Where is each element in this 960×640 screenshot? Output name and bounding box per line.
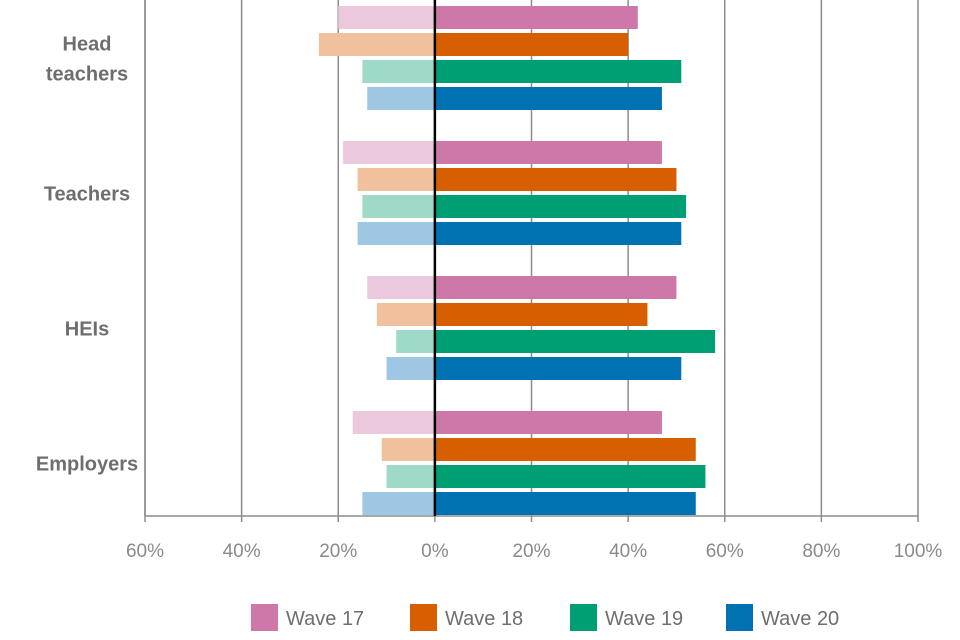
bar-negative xyxy=(362,492,435,515)
axes xyxy=(144,0,919,522)
legend-label: Wave 17 xyxy=(286,608,364,630)
bar-negative xyxy=(376,303,435,326)
x-tick-label: 40% xyxy=(223,541,261,562)
gridlines xyxy=(144,0,919,516)
bar-negative xyxy=(386,465,435,488)
x-tick-label: 20% xyxy=(319,541,357,562)
bar-positive xyxy=(434,276,677,299)
legend-swatch xyxy=(570,604,597,631)
x-tick-label: 60% xyxy=(126,541,164,562)
category-label: Employers xyxy=(36,454,138,476)
category-label: Head xyxy=(63,34,112,56)
bar-negative xyxy=(362,195,435,218)
bars xyxy=(318,6,716,515)
legend-label: Wave 20 xyxy=(761,608,839,630)
legend-label: Wave 18 xyxy=(445,608,523,630)
bar-negative xyxy=(381,438,435,461)
bar-positive xyxy=(434,141,662,164)
bar-positive xyxy=(434,222,682,245)
bar-negative xyxy=(367,276,435,299)
legend: Wave 17 Wave 18 Wave 19 Wave 20 xyxy=(251,604,839,631)
x-tick-labels: 60% 40% 20% 0% 20% 40% 60% 80% 100% xyxy=(126,541,942,562)
x-tick-label: 20% xyxy=(512,541,550,562)
bar-positive xyxy=(434,465,706,488)
bar-negative xyxy=(343,141,435,164)
bar-negative xyxy=(318,33,435,56)
bar-positive xyxy=(434,330,716,353)
bar-positive xyxy=(434,492,696,515)
bar-positive xyxy=(434,411,662,434)
bar-negative xyxy=(357,222,435,245)
bar-negative xyxy=(338,6,435,29)
bar-positive xyxy=(434,6,638,29)
bar-negative xyxy=(396,330,435,353)
x-tick-label: 40% xyxy=(609,541,647,562)
category-label: teachers xyxy=(46,64,128,86)
x-tick-label: 80% xyxy=(802,541,840,562)
legend-swatch xyxy=(251,604,278,631)
bar-positive xyxy=(434,195,687,218)
bar-negative xyxy=(367,87,435,110)
bar-positive xyxy=(434,168,677,191)
x-tick-label: 60% xyxy=(706,541,744,562)
legend-swatch xyxy=(726,604,753,631)
legend-label: Wave 19 xyxy=(605,608,683,630)
category-label: HEIs xyxy=(65,319,109,341)
category-label: Teachers xyxy=(44,184,130,206)
bar-positive xyxy=(434,438,696,461)
bar-negative xyxy=(386,357,435,380)
category-labels: Head teachers Teachers HEIs Employers xyxy=(36,34,138,476)
x-tick-label: 0% xyxy=(421,541,449,562)
bar-positive xyxy=(434,357,682,380)
bar-positive xyxy=(434,303,648,326)
bar-negative xyxy=(362,60,435,83)
bar-negative xyxy=(357,168,435,191)
bar-positive xyxy=(434,60,682,83)
bar-positive xyxy=(434,33,629,56)
legend-swatch xyxy=(410,604,437,631)
x-tick-label: 100% xyxy=(894,541,943,562)
bar-negative xyxy=(352,411,435,434)
bar-positive xyxy=(434,87,662,110)
